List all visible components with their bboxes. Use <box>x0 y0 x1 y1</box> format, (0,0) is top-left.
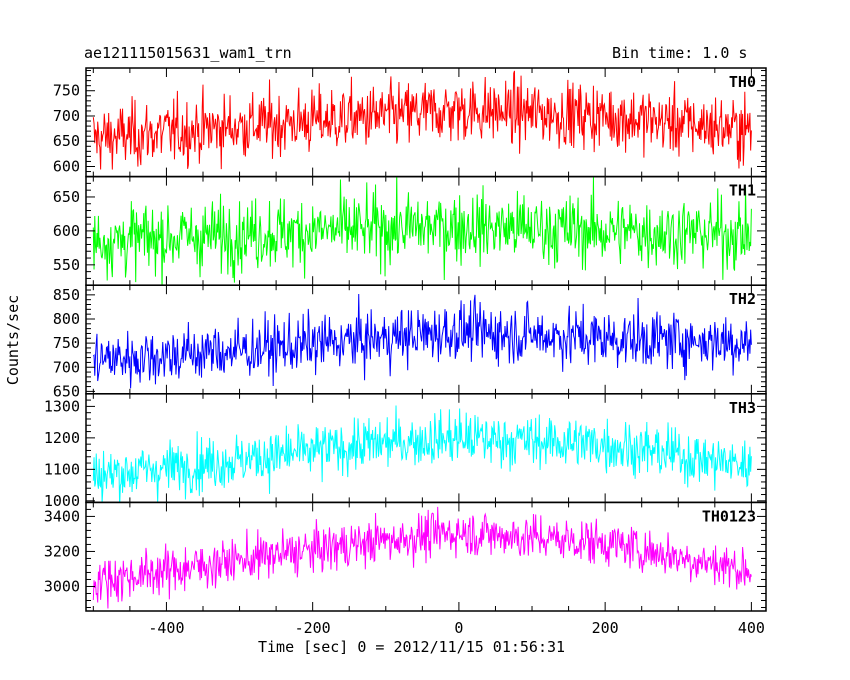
panel-frame-th3 <box>85 393 767 504</box>
y-tick-label: 3200 <box>44 542 80 560</box>
x-tick-label: -200 <box>295 619 331 637</box>
panel-label-th0: TH0 <box>729 73 756 91</box>
series-th0 <box>92 70 752 170</box>
panel-label-th0123: TH0123 <box>702 507 756 525</box>
y-tick-label: 550 <box>53 256 80 274</box>
panel-label-th1: TH1 <box>729 182 756 200</box>
x-tick-label: 0 <box>454 619 463 637</box>
y-tick-label: 1100 <box>44 460 80 478</box>
panel-label-th2: TH2 <box>729 290 756 308</box>
y-tick-label: 750 <box>53 82 80 100</box>
y-tick-label: 650 <box>53 382 80 400</box>
y-tick-label: 600 <box>53 157 80 175</box>
series-th1 <box>92 176 752 286</box>
y-tick-label: 600 <box>53 222 80 240</box>
x-tick-label: 400 <box>738 619 765 637</box>
x-axis-label: Time [sec] 0 = 2012/11/15 01:56:31 <box>258 638 566 656</box>
y-tick-label: 1300 <box>44 397 80 415</box>
series-th2 <box>92 293 752 389</box>
y-tick-label: 3000 <box>44 577 80 595</box>
y-tick-label: 750 <box>53 334 80 352</box>
panel-frame-th0123 <box>85 501 767 612</box>
y-tick-label: 3400 <box>44 507 80 525</box>
y-tick-label: 850 <box>53 286 80 304</box>
y-tick-label: 650 <box>53 132 80 150</box>
bin-time-label: Bin time: 1.0 s <box>612 44 748 62</box>
y-tick-label: 800 <box>53 310 80 328</box>
series-th3 <box>92 405 752 503</box>
x-tick-label: -400 <box>148 619 184 637</box>
y-tick-label: 650 <box>53 188 80 206</box>
panel-label-th3: TH3 <box>729 399 756 417</box>
panel-frame-th1 <box>85 175 767 286</box>
y-tick-label: 1200 <box>44 429 80 447</box>
series-th0123 <box>92 506 752 609</box>
x-tick-label: 200 <box>592 619 619 637</box>
chart-title: ae121115015631_wam1_trn <box>84 44 292 62</box>
y-tick-label: 700 <box>53 107 80 125</box>
y-tick-label: 1000 <box>44 492 80 510</box>
y-tick-label: 700 <box>53 358 80 376</box>
